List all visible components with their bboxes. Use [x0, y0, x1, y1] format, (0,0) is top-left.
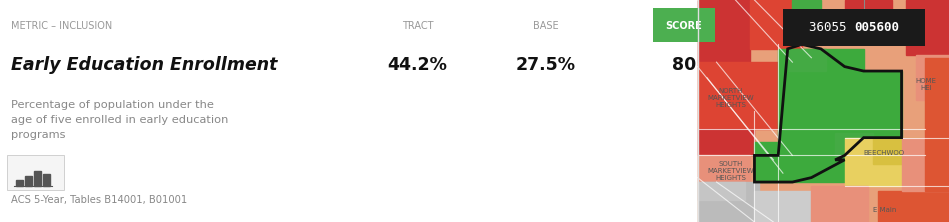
Bar: [835, 133, 873, 160]
Text: Early Education Enrollment: Early Education Enrollment: [11, 56, 278, 75]
Bar: [25, 176, 31, 186]
Bar: [698, 62, 802, 129]
Bar: [845, 71, 902, 138]
Bar: [792, 0, 821, 40]
Bar: [754, 142, 845, 182]
Bar: [873, 138, 921, 164]
Text: NORTH
MARKETVIEW
HEIGHTS: NORTH MARKETVIEW HEIGHTS: [707, 88, 754, 108]
Text: 005600: 005600: [854, 21, 899, 34]
Text: HOME
HEI: HOME HEI: [916, 78, 937, 91]
FancyBboxPatch shape: [7, 155, 64, 190]
Text: TRACT: TRACT: [401, 20, 434, 31]
Bar: [698, 0, 750, 62]
Bar: [698, 182, 745, 200]
Bar: [906, 0, 949, 56]
Text: BASE: BASE: [532, 20, 559, 31]
Bar: [845, 138, 902, 186]
Text: E Main: E Main: [873, 207, 897, 213]
Bar: [750, 0, 802, 49]
Bar: [902, 138, 949, 191]
Text: Percentage of population under the
age of five enrolled in early education
progr: Percentage of population under the age o…: [11, 100, 229, 140]
Text: SCORE: SCORE: [665, 20, 702, 31]
Bar: [698, 182, 759, 222]
Bar: [698, 155, 750, 182]
Bar: [16, 180, 23, 186]
Text: BEECHWOO: BEECHWOO: [864, 150, 904, 156]
Bar: [788, 49, 826, 71]
Text: 80: 80: [672, 56, 696, 75]
Text: 36055: 36055: [809, 21, 854, 34]
Bar: [34, 171, 41, 186]
Text: 44.2%: 44.2%: [387, 56, 448, 75]
Bar: [43, 174, 49, 186]
Text: ACS 5-Year, Tables B14001, B01001: ACS 5-Year, Tables B14001, B01001: [11, 195, 188, 205]
Bar: [845, 0, 892, 44]
Bar: [878, 191, 949, 222]
Bar: [698, 129, 754, 155]
Text: SOUTH
MARKETVIEW
HEIGHTS: SOUTH MARKETVIEW HEIGHTS: [707, 161, 754, 181]
Bar: [754, 191, 811, 222]
Bar: [811, 186, 868, 222]
Bar: [916, 56, 949, 100]
Bar: [778, 49, 864, 155]
Text: METRIC – INCLUSION: METRIC – INCLUSION: [11, 20, 113, 31]
Bar: [0, 0, 698, 222]
Text: 27.5%: 27.5%: [515, 56, 576, 75]
FancyBboxPatch shape: [783, 9, 925, 46]
Bar: [653, 8, 715, 42]
Bar: [698, 0, 949, 222]
Bar: [925, 58, 949, 191]
